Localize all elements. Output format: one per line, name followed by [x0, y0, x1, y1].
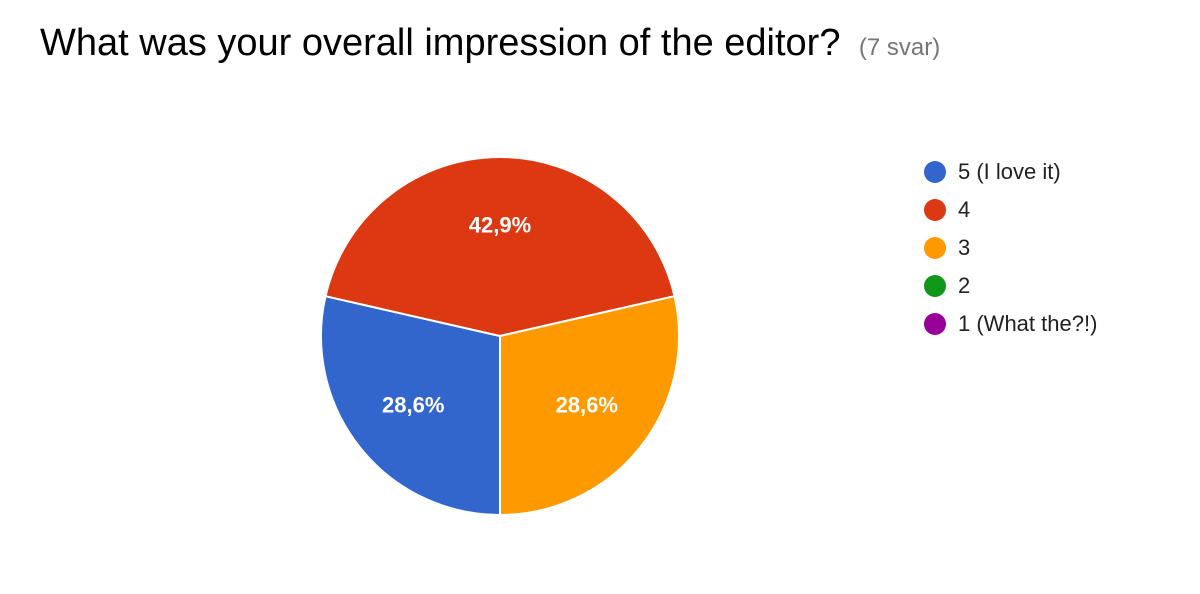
chart-legend: 5 (I love it) 4 3 2 1 (What the?!)	[924, 153, 1097, 343]
legend-swatch	[924, 313, 946, 335]
pie-slice-1	[320, 294, 501, 517]
legend-item: 3	[924, 229, 1097, 267]
legend-label: 1 (What the?!)	[958, 311, 1098, 336]
chart-header: What was your overall impression of the …	[40, 22, 940, 65]
legend-label: 5 (I love it)	[958, 159, 1061, 184]
legend-label: 3	[958, 235, 971, 260]
legend-item: 4	[924, 191, 1097, 229]
legend-label: 4	[958, 197, 971, 222]
legend-swatch	[924, 161, 946, 183]
response-count: (7 svar)	[858, 34, 941, 61]
legend-swatch	[924, 199, 946, 221]
legend-item: 1 (What the?!)	[924, 305, 1097, 343]
pie-slice-3	[499, 294, 680, 517]
legend-item: 2	[924, 267, 1097, 305]
slice-percent-label: 28,6%	[382, 393, 444, 418]
legend-label: 2	[958, 273, 971, 298]
legend-swatch	[924, 275, 946, 297]
pie-slice-2	[324, 156, 676, 338]
slice-percent-label: 28,6%	[556, 393, 618, 418]
legend-swatch	[924, 237, 946, 259]
chart-title: What was your overall impression of the …	[40, 22, 841, 64]
slice-percent-label: 42,9%	[469, 213, 531, 238]
legend-item: 5 (I love it)	[924, 153, 1097, 191]
